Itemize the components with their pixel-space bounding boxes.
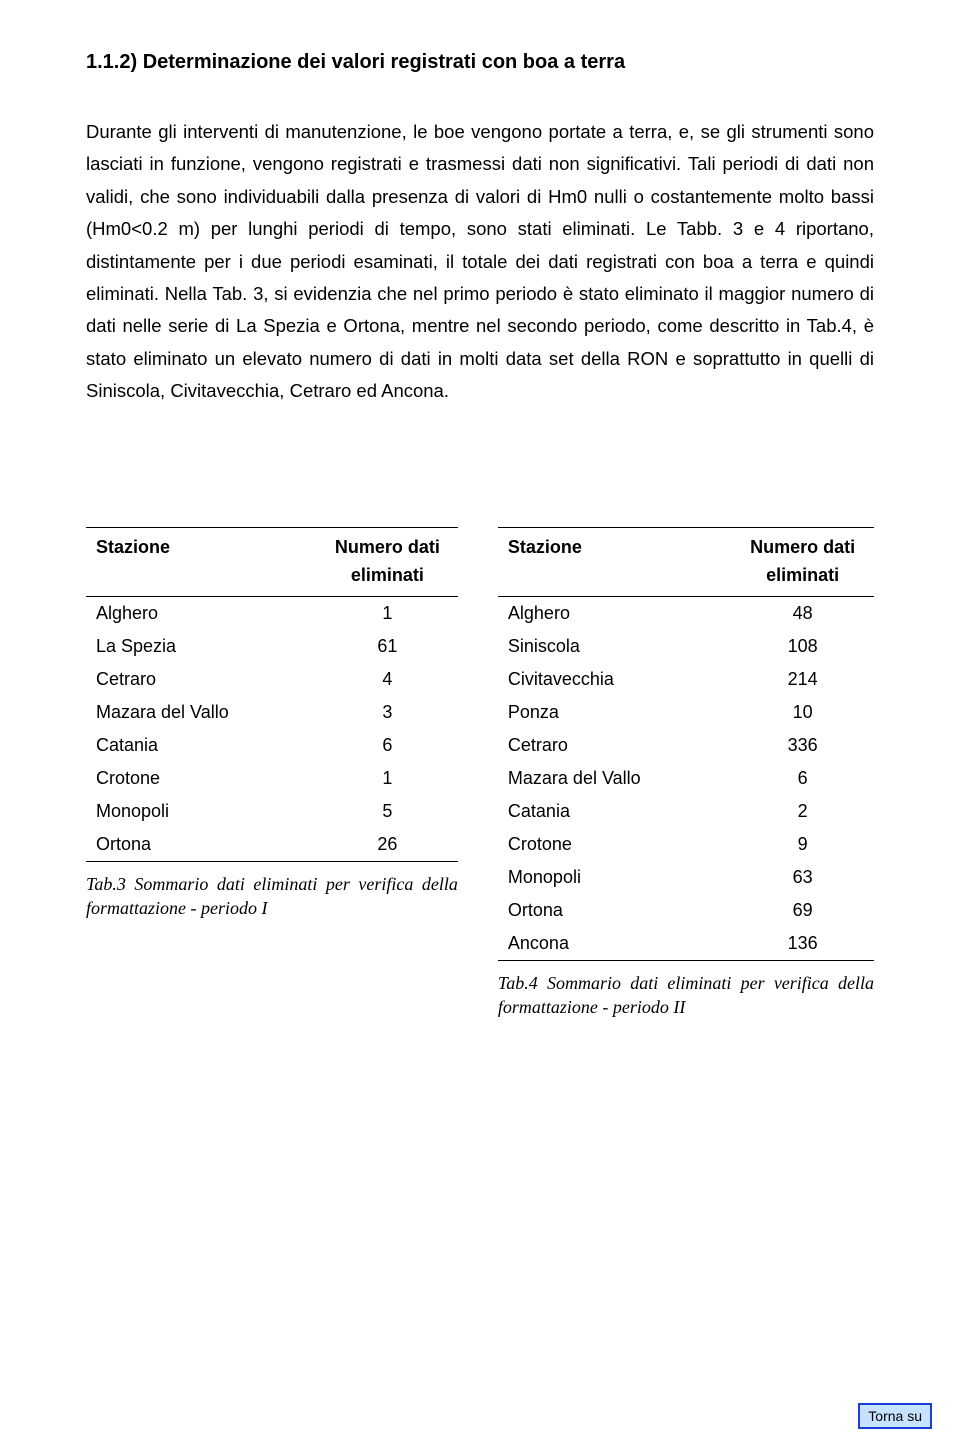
table-left-col1-header: Stazione <box>86 528 317 597</box>
body-paragraph: Durante gli interventi di manutenzione, … <box>86 116 874 407</box>
station-cell: Cetraro <box>498 729 731 762</box>
station-cell: Civitavecchia <box>498 663 731 696</box>
table-right-block: Stazione Numero dati eliminati Alghero48… <box>498 527 874 1019</box>
station-cell: Siniscola <box>498 630 731 663</box>
table-row: Crotone1 <box>86 762 458 795</box>
table-left-body: Alghero1La Spezia61Cetraro4Mazara del Va… <box>86 597 458 862</box>
table-right-body: Alghero48Siniscola108Civitavecchia214Pon… <box>498 597 874 961</box>
value-cell: 10 <box>731 696 874 729</box>
table-row: Monopoli5 <box>86 795 458 828</box>
table-row: Civitavecchia214 <box>498 663 874 696</box>
table-row: Cetraro336 <box>498 729 874 762</box>
table-row: La Spezia61 <box>86 630 458 663</box>
value-cell: 69 <box>731 894 874 927</box>
station-cell: Catania <box>86 729 317 762</box>
station-cell: Crotone <box>86 762 317 795</box>
table-row: Monopoli63 <box>498 861 874 894</box>
station-cell: Ortona <box>498 894 731 927</box>
table-row: Siniscola108 <box>498 630 874 663</box>
value-cell: 214 <box>731 663 874 696</box>
table-left-caption: Tab.3 Sommario dati eliminati per verifi… <box>86 872 458 921</box>
station-cell: Cetraro <box>86 663 317 696</box>
station-cell: Monopoli <box>86 795 317 828</box>
value-cell: 5 <box>317 795 458 828</box>
tables-container: Stazione Numero dati eliminati Alghero1L… <box>86 527 874 1019</box>
table-right-col1-header: Stazione <box>498 528 731 597</box>
table-row: Mazara del Vallo3 <box>86 696 458 729</box>
station-cell: Catania <box>498 795 731 828</box>
value-cell: 6 <box>731 762 874 795</box>
value-cell: 48 <box>731 597 874 631</box>
value-cell: 136 <box>731 927 874 961</box>
value-cell: 336 <box>731 729 874 762</box>
station-cell: Mazara del Vallo <box>86 696 317 729</box>
value-cell: 63 <box>731 861 874 894</box>
table-left-col2-header: Numero dati eliminati <box>317 528 458 597</box>
table-left: Stazione Numero dati eliminati Alghero1L… <box>86 527 458 862</box>
value-cell: 1 <box>317 762 458 795</box>
table-row: Mazara del Vallo6 <box>498 762 874 795</box>
station-cell: Mazara del Vallo <box>498 762 731 795</box>
table-row: Ancona136 <box>498 927 874 961</box>
table-row: Catania6 <box>86 729 458 762</box>
value-cell: 4 <box>317 663 458 696</box>
table-row: Ortona26 <box>86 828 458 862</box>
table-row: Cetraro4 <box>86 663 458 696</box>
value-cell: 9 <box>731 828 874 861</box>
table-right-caption: Tab.4 Sommario dati eliminati per verifi… <box>498 971 874 1020</box>
section-heading: 1.1.2) Determinazione dei valori registr… <box>86 48 874 76</box>
station-cell: La Spezia <box>86 630 317 663</box>
station-cell: Alghero <box>86 597 317 631</box>
station-cell: Monopoli <box>498 861 731 894</box>
value-cell: 1 <box>317 597 458 631</box>
table-row: Ortona69 <box>498 894 874 927</box>
station-cell: Ponza <box>498 696 731 729</box>
table-row: Alghero1 <box>86 597 458 631</box>
value-cell: 2 <box>731 795 874 828</box>
station-cell: Alghero <box>498 597 731 631</box>
station-cell: Crotone <box>498 828 731 861</box>
table-row: Catania2 <box>498 795 874 828</box>
value-cell: 61 <box>317 630 458 663</box>
value-cell: 108 <box>731 630 874 663</box>
station-cell: Ancona <box>498 927 731 961</box>
value-cell: 6 <box>317 729 458 762</box>
value-cell: 3 <box>317 696 458 729</box>
table-row: Crotone9 <box>498 828 874 861</box>
station-cell: Ortona <box>86 828 317 862</box>
back-to-top-button[interactable]: Torna su <box>858 1403 932 1429</box>
table-row: Ponza10 <box>498 696 874 729</box>
table-left-block: Stazione Numero dati eliminati Alghero1L… <box>86 527 458 1019</box>
table-right-col2-header: Numero dati eliminati <box>731 528 874 597</box>
table-row: Alghero48 <box>498 597 874 631</box>
table-right: Stazione Numero dati eliminati Alghero48… <box>498 527 874 961</box>
value-cell: 26 <box>317 828 458 862</box>
